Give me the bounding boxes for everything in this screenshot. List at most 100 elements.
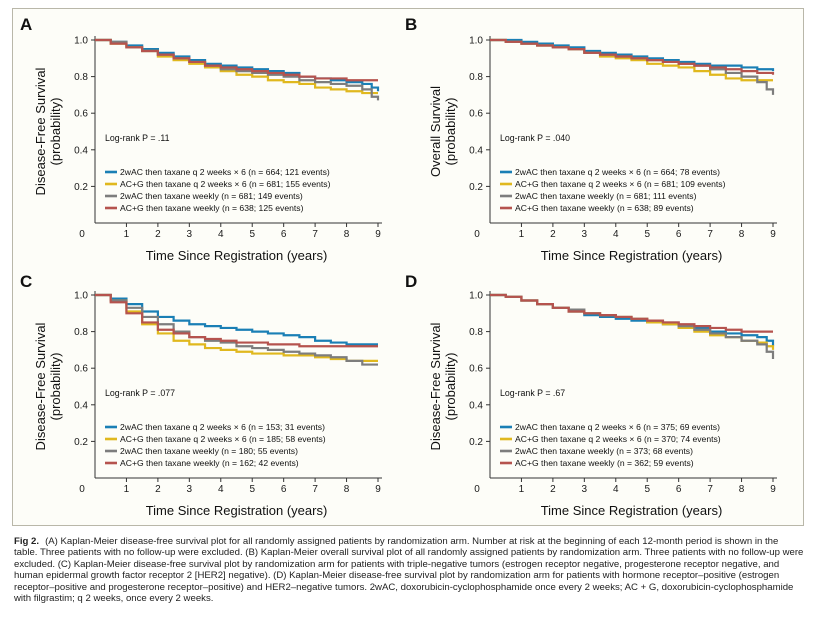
y-tick-label: 0.4	[74, 145, 88, 156]
x-axis-title: Time Since Registration (years)	[146, 248, 328, 263]
y-tick-label: 1.0	[469, 36, 483, 47]
figure-label: Fig 2.	[14, 536, 40, 547]
y-tick-label: 0.2	[469, 182, 483, 193]
legend-entry: 2wAC then taxane weekly (n = 681; 149 ev…	[120, 191, 303, 201]
x-tick-label: 7	[312, 484, 318, 495]
x-tick-label: 0	[79, 229, 85, 240]
x-tick-label: 8	[344, 229, 350, 240]
x-tick-label: 4	[613, 484, 619, 495]
y-tick-label: 0.8	[469, 327, 483, 338]
y-tick-label: 0.4	[469, 400, 483, 411]
x-tick-label: 1	[124, 229, 130, 240]
x-tick-label: 6	[676, 229, 682, 240]
legend-entry: 2wAC then taxane weekly (n = 681; 111 ev…	[515, 191, 697, 201]
logrank-label: Log-rank P = .67	[500, 388, 565, 398]
series-line-2wac-q2w	[95, 293, 378, 346]
x-tick-label: 3	[187, 484, 193, 495]
legend-entry: AC+G then taxane weekly (n = 162; 42 eve…	[120, 458, 299, 468]
legend-entry: 2wAC then taxane q 2 weeks × 6 (n = 375;…	[515, 422, 720, 432]
panel-c: C 0.2 0.4 0.6 0.8 1.0 0 1 2 3 4 5 6 7 8 9 Time Since Reg…	[20, 272, 382, 518]
x-tick-label: 2	[550, 484, 556, 495]
x-tick-label: 7	[707, 229, 713, 240]
y-axis-title: Disease-Free Survival	[33, 322, 48, 450]
x-tick-label: 5	[644, 484, 650, 495]
x-tick-label: 5	[249, 484, 255, 495]
x-tick-label: 8	[739, 484, 745, 495]
x-tick-label: 5	[249, 229, 255, 240]
y-tick-label: 0.2	[469, 437, 483, 448]
series-line-2wac-weekly	[490, 293, 775, 360]
y-axis-title: Disease-Free Survival	[33, 67, 48, 195]
legend-entry: 2wAC then taxane q 2 weeks × 6 (n = 153;…	[120, 422, 325, 432]
x-tick-label: 0	[79, 484, 85, 495]
km-charts-svg: A 0.2 0.4 0.6 0.8 1.0 0 1 2 3 4 5 6 7 8 9 Time Since Reg…	[20, 15, 777, 518]
x-tick-label: 2	[550, 229, 556, 240]
legend-entry: AC+G then taxane q 2 weeks × 6 (n = 185;…	[120, 434, 326, 444]
legend-entry: AC+G then taxane q 2 weeks × 6 (n = 370;…	[515, 434, 721, 444]
legend-entry: AC+G then taxane weekly (n = 638; 125 ev…	[120, 203, 304, 213]
series-line-2wac-weekly	[490, 38, 775, 95]
x-tick-label: 9	[770, 229, 776, 240]
x-tick-label: 6	[676, 484, 682, 495]
figure-caption: Fig 2. (A) Kaplan-Meier disease-free surv…	[14, 536, 804, 604]
x-tick-label: 8	[739, 229, 745, 240]
x-axis-title: Time Since Registration (years)	[146, 503, 328, 518]
panel-letter: D	[405, 272, 417, 291]
y-tick-label: 1.0	[74, 36, 88, 47]
x-tick-label: 6	[281, 484, 287, 495]
series-line-2wac-q2w	[490, 293, 775, 347]
x-tick-label: 0	[474, 229, 480, 240]
x-tick-label: 1	[124, 484, 130, 495]
legend-entry: 2wAC then taxane weekly (n = 373; 68 eve…	[515, 446, 693, 456]
x-tick-label: 9	[770, 484, 776, 495]
legend-entry: 2wAC then taxane q 2 weeks × 6 (n = 664;…	[515, 167, 720, 177]
x-tick-label: 9	[375, 229, 381, 240]
x-tick-label: 1	[519, 229, 525, 240]
panel-letter: A	[20, 15, 32, 34]
logrank-label: Log-rank P = .040	[500, 133, 570, 143]
y-axis-subtitle: (probability)	[443, 98, 458, 166]
y-axis-title: Overall Survival	[428, 86, 443, 177]
x-tick-label: 7	[707, 484, 713, 495]
x-tick-label: 7	[312, 229, 318, 240]
y-axis-subtitle: (probability)	[48, 353, 63, 421]
caption-text: (A) Kaplan-Meier disease-free survival p…	[14, 536, 804, 605]
x-tick-label: 3	[582, 484, 588, 495]
x-tick-label: 0	[474, 484, 480, 495]
x-tick-label: 8	[344, 484, 350, 495]
y-tick-label: 0.6	[74, 109, 88, 120]
legend-entry: AC+G then taxane weekly (n = 638; 89 eve…	[515, 203, 694, 213]
y-tick-label: 0.6	[469, 364, 483, 375]
y-tick-label: 0.8	[74, 72, 88, 83]
y-tick-label: 0.2	[74, 437, 88, 448]
y-tick-label: 0.6	[469, 109, 483, 120]
x-tick-label: 4	[218, 484, 224, 495]
series-line-acg-weekly	[490, 293, 773, 333]
y-tick-label: 0.4	[74, 400, 88, 411]
legend-entry: 2wAC then taxane weekly (n = 180; 55 eve…	[120, 446, 298, 456]
panel-letter: C	[20, 272, 32, 291]
y-axis-subtitle: (probability)	[443, 353, 458, 421]
y-axis-subtitle: (probability)	[48, 98, 63, 166]
panel-b: B 0.2 0.4 0.6 0.8 1.0 0 1 2 3 4 5 6 7 8 9 Time Since Reg…	[405, 15, 777, 263]
x-tick-label: 9	[375, 484, 381, 495]
panel-a: A 0.2 0.4 0.6 0.8 1.0 0 1 2 3 4 5 6 7 8 9 Time Since Reg…	[20, 15, 382, 263]
y-tick-label: 0.8	[74, 327, 88, 338]
panel-d: D 0.2 0.4 0.6 0.8 1.0 0 1 2 3 4 5 6 7 8 9 Time Since Reg…	[405, 272, 777, 518]
legend-entry: AC+G then taxane q 2 weeks × 6 (n = 681;…	[515, 179, 726, 189]
y-tick-label: 0.6	[74, 364, 88, 375]
series-line-acg-q2w	[490, 38, 773, 82]
y-tick-label: 1.0	[469, 291, 483, 302]
y-tick-label: 1.0	[74, 291, 88, 302]
legend-entry: 2wAC then taxane q 2 weeks × 6 (n = 664;…	[120, 167, 330, 177]
logrank-label: Log-rank P = .11	[105, 133, 170, 143]
x-tick-label: 1	[519, 484, 525, 495]
x-tick-label: 3	[187, 229, 193, 240]
legend-entry: AC+G then taxane weekly (n = 362; 59 eve…	[515, 458, 694, 468]
series-line-2wac-q2w	[95, 38, 380, 92]
x-tick-label: 2	[155, 484, 161, 495]
y-axis-title: Disease-Free Survival	[428, 322, 443, 450]
panel-letter: B	[405, 15, 417, 34]
x-tick-label: 6	[281, 229, 287, 240]
